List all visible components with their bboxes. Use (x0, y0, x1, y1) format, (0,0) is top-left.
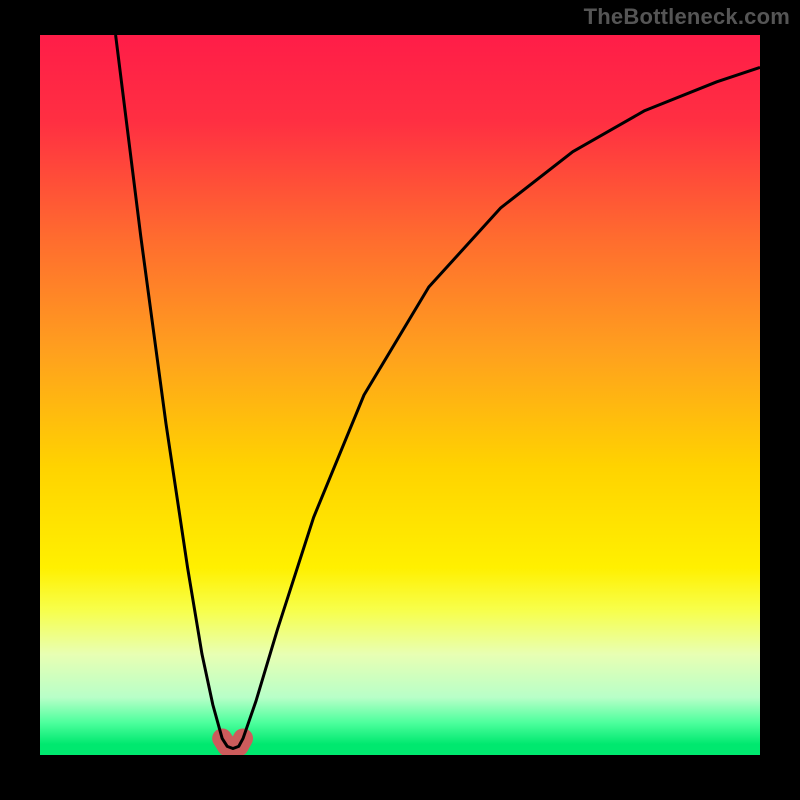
attribution-label: TheBottleneck.com (584, 4, 790, 30)
plot-background (40, 35, 760, 755)
bottleneck-chart (0, 0, 800, 800)
